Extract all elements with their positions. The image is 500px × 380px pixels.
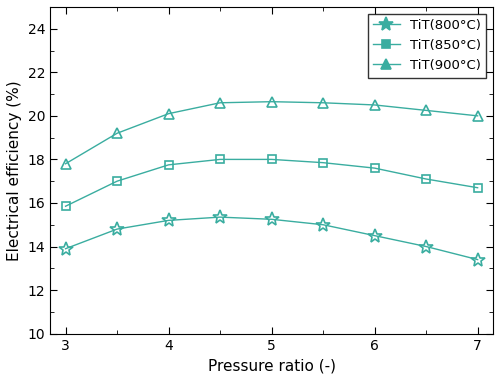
TiT(850°C) [372, 166, 378, 170]
TiT(900°C) [372, 103, 378, 107]
TiT(800°C) [166, 218, 172, 223]
TiT(900°C) [217, 100, 223, 105]
TiT(850°C) [474, 185, 480, 190]
Line: TiT(850°C): TiT(850°C) [62, 155, 482, 211]
TiT(800°C) [474, 257, 480, 262]
TiT(850°C) [166, 163, 172, 167]
Line: TiT(900°C): TiT(900°C) [60, 97, 482, 169]
Line: TiT(800°C): TiT(800°C) [58, 210, 484, 266]
TiT(800°C) [62, 246, 68, 251]
TiT(900°C) [166, 111, 172, 116]
TiT(850°C) [423, 177, 429, 181]
TiT(900°C) [114, 131, 120, 136]
TiT(800°C) [320, 222, 326, 227]
TiT(850°C) [268, 157, 274, 162]
TiT(850°C) [62, 204, 68, 209]
X-axis label: Pressure ratio (-): Pressure ratio (-) [208, 358, 336, 373]
TiT(800°C) [372, 233, 378, 238]
TiT(800°C) [268, 217, 274, 222]
TiT(850°C) [114, 179, 120, 184]
TiT(850°C) [320, 160, 326, 165]
TiT(900°C) [474, 114, 480, 118]
TiT(800°C) [217, 215, 223, 219]
TiT(900°C) [268, 100, 274, 104]
TiT(900°C) [423, 108, 429, 113]
TiT(900°C) [320, 100, 326, 105]
TiT(800°C) [114, 227, 120, 231]
Legend: TiT(800°C), TiT(850°C), TiT(900°C): TiT(800°C), TiT(850°C), TiT(900°C) [368, 14, 486, 78]
TiT(850°C) [217, 157, 223, 162]
TiT(800°C) [423, 244, 429, 249]
Y-axis label: Electrical efficiency (%): Electrical efficiency (%) [7, 80, 22, 261]
TiT(900°C) [62, 162, 68, 166]
